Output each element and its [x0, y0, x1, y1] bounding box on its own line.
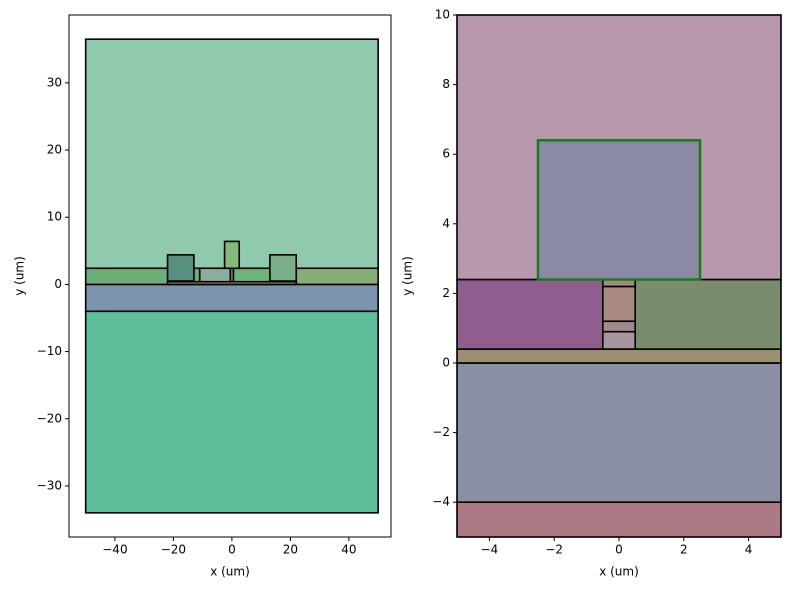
x-tick-label: −2 [545, 543, 563, 557]
region [269, 254, 298, 282]
x-tick-label: 2 [680, 543, 688, 557]
x-tick-label: 0 [615, 543, 623, 557]
y-tick-label: −4 [432, 495, 450, 509]
y-tick-label: 20 [47, 143, 62, 157]
y-tick-label: 8 [442, 77, 450, 91]
y-tick-label: 30 [47, 75, 62, 89]
region [634, 278, 782, 350]
region [223, 240, 241, 270]
region [601, 285, 636, 323]
x-tick-label: −4 [481, 543, 499, 557]
region [229, 267, 235, 283]
region [456, 348, 782, 364]
y-tick-label: 10 [435, 8, 450, 22]
y-tick-label: 10 [47, 210, 62, 224]
y-axis-label: y (um) [401, 256, 415, 296]
x-tick-label: 4 [745, 543, 753, 557]
x-tick-label: −40 [102, 543, 127, 557]
region [456, 278, 604, 350]
x-tick-label: 20 [283, 543, 298, 557]
y-tick-label: 2 [442, 286, 450, 300]
region [166, 254, 195, 282]
axes-frame [68, 14, 392, 538]
x-tick-label: −20 [161, 543, 186, 557]
region [295, 267, 379, 286]
y-tick-label: −10 [37, 344, 62, 358]
region [84, 283, 379, 313]
region [84, 38, 379, 270]
x-tick-label: 0 [228, 543, 236, 557]
region [536, 139, 702, 281]
region [456, 501, 782, 538]
y-tick-label: 0 [54, 277, 62, 291]
y-tick-label: 4 [442, 216, 450, 230]
y-tick-label: 6 [442, 147, 450, 161]
y-tick-label: −20 [37, 411, 62, 425]
y-axis-label: y (um) [13, 256, 27, 296]
y-tick-label: −2 [432, 425, 450, 439]
x-axis-label: x (um) [599, 565, 639, 579]
region [456, 362, 782, 503]
y-tick-label: −30 [37, 478, 62, 492]
region [601, 330, 636, 350]
x-axis-label: x (um) [210, 565, 250, 579]
region [601, 320, 636, 333]
x-tick-label: 40 [341, 543, 356, 557]
y-tick-label: 0 [442, 356, 450, 370]
region [84, 310, 379, 514]
